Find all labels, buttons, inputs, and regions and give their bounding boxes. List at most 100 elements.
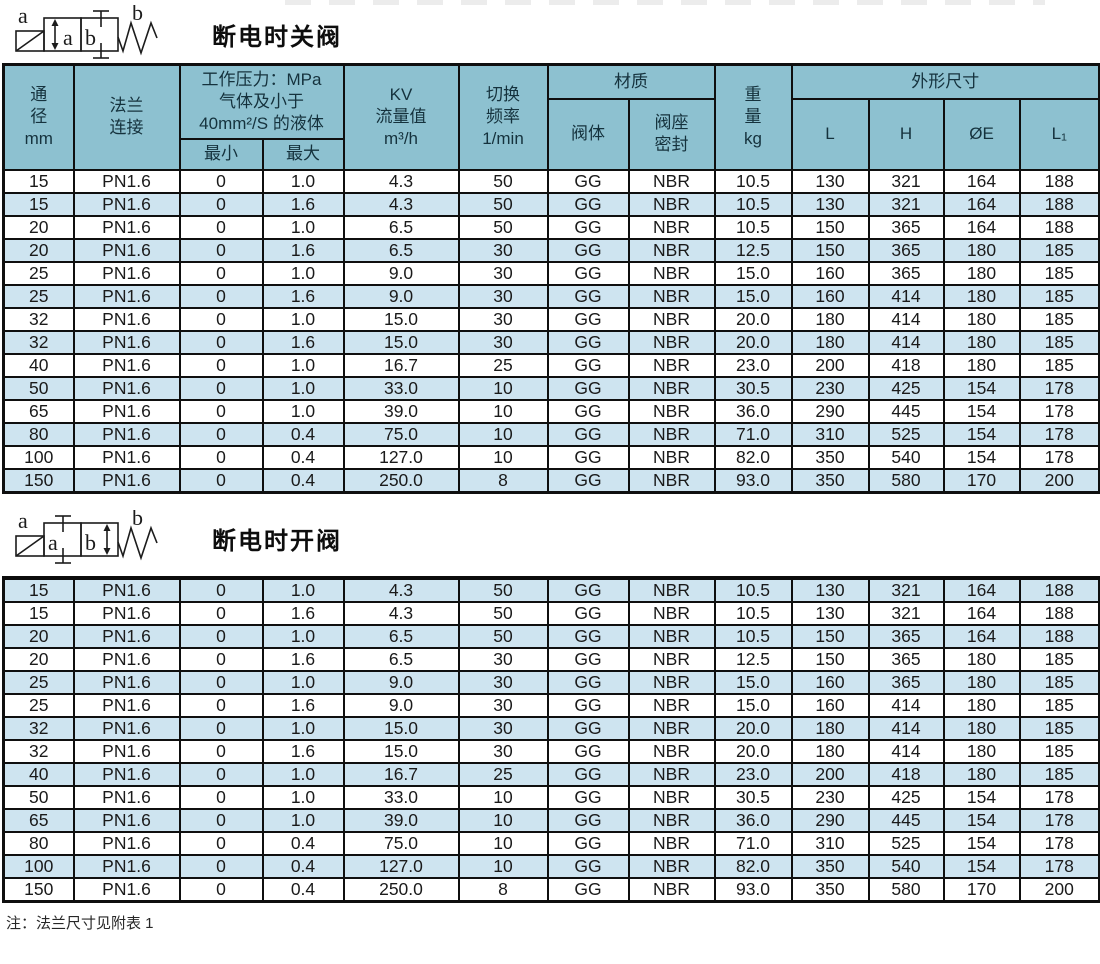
table-cell: GG [546,576,630,603]
table-cell: 185 [1018,352,1100,378]
table-cell: 0 [178,669,264,695]
table-cell: 65 [2,807,75,833]
table-cell: 185 [1018,646,1100,672]
table-cell: 1.0 [261,214,345,240]
table-cell: 310 [790,830,870,856]
table-row: 25 PN1.6 0 1.0 9.0 30 GG NBR 15.0 160 365 180 185 [2,669,1100,695]
table-cell: 188 [1018,576,1100,603]
table-cell: 178 [1018,784,1100,810]
table-cell: 0 [178,853,264,879]
table-cell: 12.5 [713,237,793,263]
table-cell: 350 [790,876,870,902]
table-cell: 425 [867,375,945,401]
table-cell: 82.0 [713,444,793,470]
table-cell: PN1.6 [72,830,181,856]
table-cell: 1.0 [261,352,345,378]
table-cell: 80 [2,421,75,447]
table-cell: 40 [2,352,75,378]
table-cell: 6.5 [342,237,460,263]
table-cell: 23.0 [713,761,793,787]
table-cell: 50 [457,576,549,603]
table-cell: PN1.6 [72,876,181,902]
table-cell: 1.0 [261,260,345,286]
table-cell: NBR [627,807,716,833]
table-cell: 1.6 [261,600,345,626]
table-cell: 170 [942,876,1021,902]
table-cell: GG [546,191,630,217]
table-cell: 425 [867,784,945,810]
table-cell: 71.0 [713,421,793,447]
table-cell: 180 [942,329,1021,355]
table-cell: 15 [2,191,75,217]
table-cell: 540 [867,853,945,879]
table-cell: 1.6 [261,646,345,672]
table-cell: GG [546,876,630,902]
table-cell: 15 [2,168,75,194]
table-cell: 0 [178,168,264,194]
table-cell: 1.6 [261,692,345,718]
table-cell: 540 [867,444,945,470]
table-cell: 365 [867,260,945,286]
table-cell: PN1.6 [72,191,181,217]
table-cell: 321 [867,600,945,626]
table-cell: 10 [457,444,549,470]
table-cell: NBR [627,214,716,240]
table-cell: 100 [2,853,75,879]
table-cell: 20 [2,237,75,263]
table-cell: 365 [867,214,945,240]
table-cell: 180 [942,715,1021,741]
table-cell: PN1.6 [72,692,181,718]
table-cell: GG [546,306,630,332]
table-row: 20 PN1.6 0 1.6 6.5 30 GG NBR 12.5 150 365 180 185 [2,237,1100,263]
table-cell: GG [546,352,630,378]
table-row: 50 PN1.6 0 1.0 33.0 10 GG NBR 30.5 230 425 154 178 [2,784,1100,810]
table-cell: 15.0 [713,283,793,309]
table-cell: 365 [867,623,945,649]
table-cell: 50 [457,623,549,649]
table-cell: 0 [178,214,264,240]
table-cell: NBR [627,738,716,764]
valve-position-b-box [80,521,119,557]
table-cell: 0.4 [261,853,345,879]
table-cell: 160 [790,692,870,718]
table-cell: 20.0 [713,715,793,741]
table-cell: 15.0 [342,738,460,764]
table-cell: 1.0 [261,807,345,833]
table-row: 20 PN1.6 0 1.0 6.5 50 GG NBR 10.5 150 365 164 188 [2,623,1100,649]
table-row: 15 PN1.6 0 1.0 4.3 50 GG NBR 10.5 130 321 164 188 [2,576,1100,603]
table-cell: PN1.6 [72,444,181,470]
table-cell: 180 [790,306,870,332]
table-cell: 180 [942,646,1021,672]
table-cell: 180 [942,761,1021,787]
table-cell: 1.0 [261,306,345,332]
symbol-position-b-label: b [85,25,96,50]
table-cell: 9.0 [342,260,460,286]
table-cell: 0 [178,352,264,378]
table-cell: 39.0 [342,807,460,833]
table-cell: 164 [942,214,1021,240]
table-cell: 0 [178,600,264,626]
table-cell: 180 [942,283,1021,309]
table-cell: 25 [2,283,75,309]
table-cell: 414 [867,306,945,332]
table-cell: 12.5 [713,646,793,672]
table-cell: 154 [942,444,1021,470]
table-cell: 1.6 [261,329,345,355]
table-row: 50 PN1.6 0 1.0 33.0 10 GG NBR 30.5 230 425 154 178 [2,375,1100,401]
table-cell: 9.0 [342,283,460,309]
table-cell: NBR [627,283,716,309]
table-cell: 1.6 [261,283,345,309]
table-cell: PN1.6 [72,784,181,810]
table-cell: 9.0 [342,692,460,718]
col-header-kv: KV 流量值 m³/h [342,63,460,171]
table-cell: 1.0 [261,623,345,649]
table-cell: NBR [627,444,716,470]
table-cell: GG [546,467,630,493]
table-cell: NBR [627,692,716,718]
table-cell: PN1.6 [72,421,181,447]
table-cell: 10 [457,421,549,447]
table-cell: 6.5 [342,214,460,240]
table-cell: 178 [1018,398,1100,424]
table-cell: 4.3 [342,191,460,217]
